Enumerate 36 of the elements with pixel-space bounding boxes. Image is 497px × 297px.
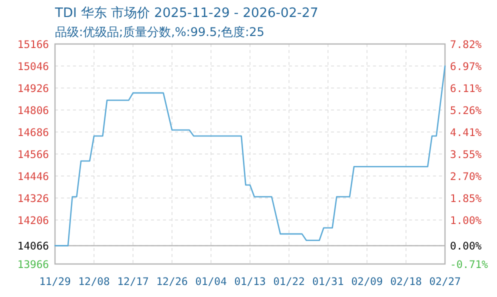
y-tick-label: 15166 (17, 39, 49, 51)
x-tick-label: 01/31 (312, 276, 344, 288)
y-tick-label: 14326 (17, 193, 49, 205)
y-tick-label: 13966 (17, 259, 49, 271)
y2-tick-label: 5.26% (450, 105, 482, 118)
line-series (54, 65, 446, 246)
x-tick-label: 12/17 (117, 276, 149, 288)
y2-tick-label: 6.11% (450, 83, 482, 96)
y2-tick-label: 4.41% (450, 126, 482, 139)
y2-tick-label: 6.97% (450, 60, 482, 73)
y-tick-label: 14806 (17, 105, 49, 117)
y-tick-label: 14206 (17, 215, 49, 227)
y2-tick-label: 7.82% (450, 39, 482, 51)
y-tick-label: 14446 (17, 171, 49, 183)
y2-tick-label: 3.55% (450, 149, 482, 162)
x-tick-label: 01/04 (195, 276, 227, 288)
x-tick-label: 11/29 (39, 276, 71, 288)
y-tick-label: 14926 (17, 83, 49, 95)
x-tick-label: 01/13 (234, 276, 266, 288)
chart-subtitle: 品级:优级品;质量分数,%:99.5;色度:25 (55, 25, 264, 39)
y2-tick-label: 2.70% (450, 171, 482, 184)
x-tick-label: 12/26 (156, 276, 188, 288)
y-tick-label: 14566 (17, 149, 49, 161)
y-tick-label: 14066 (17, 240, 49, 253)
y2-tick-label: 1.85% (450, 192, 482, 205)
y2-tick-label: -0.71% (450, 259, 489, 271)
y2-tick-label: 0.00% (450, 240, 482, 253)
x-tick-label: 02/27 (429, 276, 461, 288)
y-tick-label: 14686 (17, 127, 49, 139)
x-tick-label: 01/22 (273, 276, 305, 288)
x-tick-label: 02/09 (351, 276, 383, 288)
x-tick-label: 02/18 (390, 276, 422, 288)
x-tick-label: 12/08 (78, 276, 110, 288)
chart-title: TDI 华东 市场价 2025-11-29 - 2026-02-27 (54, 6, 318, 21)
y-tick-label: 15046 (17, 61, 49, 73)
y2-tick-label: 1.00% (450, 214, 482, 227)
